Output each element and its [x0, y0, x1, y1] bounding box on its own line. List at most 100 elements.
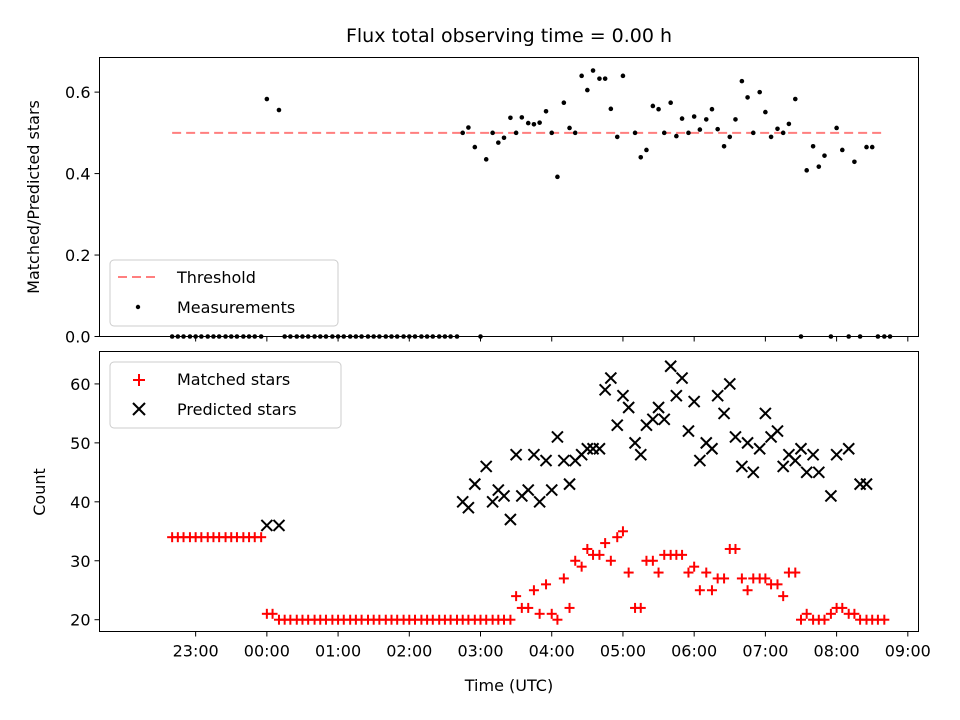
measurement-point	[478, 334, 483, 339]
measurement-point	[490, 130, 495, 136]
matched-star-point	[564, 602, 575, 613]
measurement-point	[638, 154, 644, 160]
matched-star-point	[523, 602, 534, 613]
matched-star-points	[167, 526, 890, 625]
matched-star-point	[825, 608, 836, 619]
predicted-star-point	[272, 519, 286, 532]
predicted-star-points	[260, 360, 873, 532]
measurement-point	[543, 108, 549, 114]
matched-star-point	[719, 573, 730, 584]
matched-star-point	[505, 614, 516, 625]
measurement-point	[549, 130, 555, 136]
measurement-point	[199, 334, 204, 339]
bottom-legend: Matched stars Predicted stars	[109, 361, 342, 429]
predicted-star-point	[593, 442, 606, 455]
measurement-point	[650, 103, 656, 109]
predicted-star-point	[812, 466, 826, 479]
measurement-point	[709, 106, 715, 112]
measurement-point	[715, 126, 720, 132]
top-x-ticks	[195, 336, 909, 342]
measurement-point	[282, 334, 287, 339]
measurement-point	[572, 130, 578, 136]
matched-star-point	[795, 614, 806, 625]
predicted-star-point	[598, 383, 612, 397]
measurement-point	[597, 76, 602, 81]
predicted-star-point	[497, 489, 511, 503]
measurement-point	[786, 121, 792, 127]
predicted-star-point	[486, 495, 499, 509]
top-y-tick-label: 0.4	[65, 165, 90, 184]
measurement-point	[472, 144, 478, 150]
x-tick-label: 09:00	[885, 642, 931, 661]
predicted-star-point	[628, 436, 642, 450]
predicted-star-point	[776, 460, 790, 473]
measurement-point	[223, 334, 228, 339]
bottom-y-tick-label: 20	[70, 611, 90, 630]
legend-threshold-label: Threshold	[176, 268, 256, 287]
measurement-point	[686, 130, 691, 136]
measurement-point	[258, 334, 264, 339]
measurement-point	[763, 109, 768, 115]
legend-measurements-label: Measurements	[177, 298, 295, 317]
matched-star-point	[701, 567, 712, 578]
measurement-point	[430, 334, 436, 339]
x-tick-label: 01:00	[315, 642, 361, 661]
matched-star-point	[534, 608, 545, 619]
predicted-star-point	[545, 483, 558, 497]
measurement-point	[216, 334, 222, 339]
measurement-point	[691, 114, 697, 119]
matched-star-point	[552, 614, 563, 625]
matched-star-point	[605, 555, 616, 566]
measurement-point	[768, 134, 774, 140]
measurement-point	[869, 144, 875, 150]
measurement-point	[661, 130, 667, 136]
measurement-point	[882, 334, 887, 339]
measurement-point	[406, 334, 412, 339]
predicted-star-point	[747, 466, 760, 479]
predicted-star-point	[687, 395, 701, 408]
measurement-point	[394, 334, 400, 339]
matched-star-point	[736, 573, 747, 584]
matched-star-point	[694, 585, 705, 596]
predicted-star-point	[611, 418, 624, 432]
measurement-point	[341, 334, 347, 339]
x-tick-label: 03:00	[457, 642, 503, 661]
predicted-star-point	[705, 442, 719, 455]
measurement-point	[602, 76, 608, 81]
measurement-point	[757, 89, 762, 95]
predicted-star-point	[527, 448, 541, 461]
matched-star-point	[819, 614, 830, 625]
matched-star-point	[790, 567, 801, 578]
predicted-star-point	[260, 519, 274, 532]
measurement-point	[733, 117, 738, 122]
measurement-point	[276, 107, 282, 113]
measurement-point	[389, 334, 394, 339]
measurement-point	[590, 68, 596, 73]
predicted-star-point	[753, 442, 766, 455]
matched-star-point	[879, 614, 890, 625]
bottom-x-ticks: 23:00 00:00 01:00 02:00 03:00 04:00 05:00 06:00…	[173, 631, 931, 661]
matched-star-point	[778, 591, 789, 602]
top-legend: Threshold Measurements	[109, 259, 339, 327]
legend-matched-swatch	[133, 374, 145, 386]
bottom-y-axis-label: Count	[30, 468, 49, 516]
predicted-star-point	[468, 477, 482, 491]
measurement-point	[614, 134, 620, 140]
measurement-point	[466, 125, 471, 130]
measurement-point	[323, 334, 329, 339]
predicted-star-point	[830, 448, 843, 461]
predicted-star-point	[533, 495, 546, 509]
measurement-point	[501, 135, 507, 141]
bottom-legend-box	[109, 361, 342, 429]
measurement-point	[436, 334, 442, 339]
measurement-point	[525, 120, 531, 126]
matched-star-point	[635, 602, 646, 613]
bottom-axes-frame	[99, 351, 919, 632]
measurement-point	[828, 334, 834, 339]
x-tick-label: 04:00	[529, 642, 575, 661]
measurement-point	[875, 334, 881, 339]
measurement-point	[383, 334, 389, 339]
measurement-point	[579, 73, 584, 79]
measurement-point	[846, 334, 852, 339]
measurement-point	[739, 78, 745, 84]
